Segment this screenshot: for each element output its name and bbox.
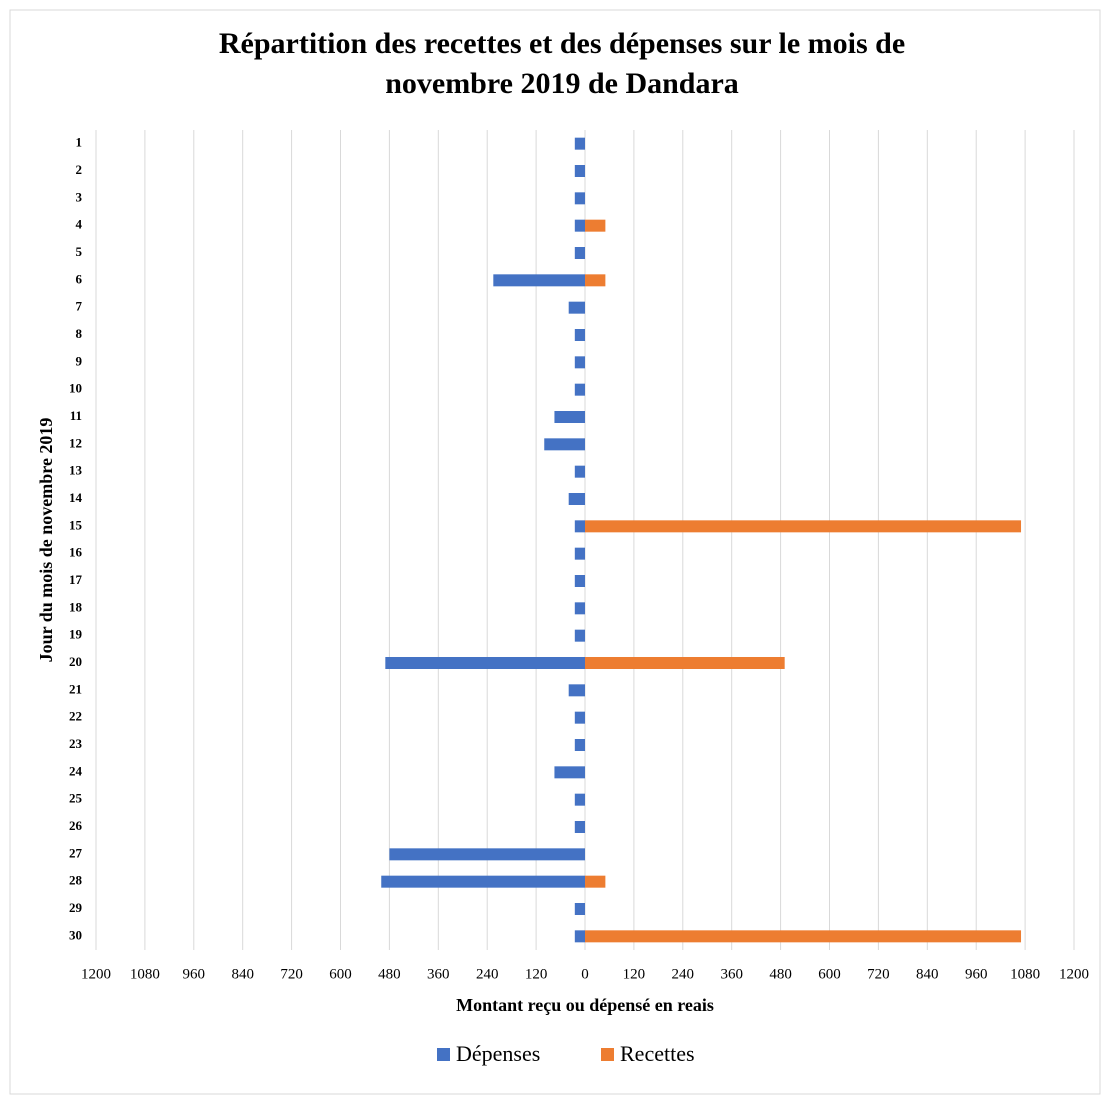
x-tick-label: 840 [916, 966, 939, 982]
bar [585, 219, 606, 232]
y-tick-label: 18 [69, 599, 83, 614]
x-tick-label: 360 [427, 966, 450, 982]
bar [554, 766, 585, 779]
x-axis-title: Montant reçu ou dépensé en reais [456, 995, 714, 1015]
y-tick-label: 3 [76, 189, 83, 204]
x-tick-label: 120 [623, 966, 646, 982]
y-tick-label: 4 [76, 217, 83, 232]
bar [574, 192, 585, 205]
bar [574, 247, 585, 259]
chart-title: Répartition des recettes et des dépenses… [219, 27, 905, 60]
chart-title: novembre 2019 de Dandara [385, 67, 739, 100]
bar [574, 219, 585, 232]
bar [554, 411, 585, 423]
bar [568, 684, 585, 697]
y-tick-label: 29 [69, 900, 83, 915]
y-tick-label: 23 [69, 736, 83, 751]
chart-border [9, 9, 1101, 1095]
x-tick-label: 240 [476, 966, 499, 982]
y-tick-label: 9 [76, 353, 83, 368]
y-tick-label: 27 [69, 845, 83, 860]
y-tick-label: 14 [69, 490, 83, 505]
y-tick-label: 8 [76, 326, 83, 341]
x-tick-label: 0 [581, 966, 589, 982]
legend-label: Dépenses [456, 1041, 540, 1066]
bar [574, 165, 585, 177]
y-tick-label: 16 [69, 545, 83, 560]
bar [585, 657, 785, 669]
x-tick-label: 720 [867, 966, 890, 982]
bar [585, 930, 1022, 943]
y-tick-label: 20 [69, 654, 82, 669]
x-tick-label: 480 [378, 966, 401, 982]
bar [574, 739, 585, 751]
x-tick-label: 1200 [81, 966, 111, 982]
y-tick-label: 2 [76, 162, 83, 177]
bar [574, 356, 585, 369]
x-tick-label: 360 [720, 966, 743, 982]
y-tick-label: 10 [69, 381, 82, 396]
x-tick-label: 480 [769, 966, 792, 982]
bar [574, 137, 585, 150]
bar [574, 793, 585, 806]
y-tick-label: 13 [69, 463, 83, 478]
bar [544, 438, 585, 451]
y-tick-label: 6 [76, 271, 83, 286]
x-tick-label: 1080 [1010, 966, 1040, 982]
bar [568, 301, 585, 314]
y-tick-label: 17 [69, 572, 83, 587]
bar [585, 520, 1022, 533]
x-tick-label: 240 [672, 966, 695, 982]
bar [574, 711, 585, 724]
legend-label: Recettes [620, 1041, 695, 1066]
y-tick-label: 5 [76, 244, 83, 259]
y-tick-label: 22 [69, 709, 82, 724]
y-tick-label: 24 [69, 763, 83, 778]
bar [574, 930, 585, 943]
x-tick-label: 960 [965, 966, 988, 982]
bar [574, 520, 585, 533]
bar [574, 465, 585, 478]
x-tick-label: 1080 [130, 966, 160, 982]
bar [493, 274, 585, 287]
y-axis-title: Jour du mois de novembre 2019 [36, 418, 56, 663]
bar [585, 274, 606, 287]
bar [574, 602, 585, 615]
y-tick-label: 26 [69, 818, 83, 833]
y-tick-label: 19 [69, 627, 83, 642]
x-tick-label: 600 [329, 966, 352, 982]
x-tick-label: 1200 [1059, 966, 1089, 982]
bar [385, 657, 585, 669]
bar [574, 383, 585, 396]
bar [574, 629, 585, 642]
legend-swatch [601, 1048, 614, 1061]
bar [381, 875, 585, 888]
bar [574, 329, 585, 341]
y-tick-label: 12 [69, 435, 82, 450]
bar [585, 875, 606, 888]
x-tick-label: 720 [280, 966, 303, 982]
y-tick-label: 11 [70, 408, 82, 423]
y-tick-label: 28 [69, 873, 83, 888]
y-tick-label: 1 [76, 135, 83, 150]
y-tick-label: 7 [76, 299, 83, 314]
bar [389, 848, 585, 861]
y-tick-label: 30 [69, 927, 82, 942]
legend-swatch [437, 1048, 450, 1061]
bar [574, 903, 585, 915]
bar [574, 575, 585, 587]
x-tick-label: 840 [231, 966, 254, 982]
y-tick-label: 25 [69, 791, 83, 806]
y-tick-label: 15 [69, 517, 83, 532]
bar [574, 821, 585, 833]
y-tick-label: 21 [69, 681, 82, 696]
bar [568, 493, 585, 505]
x-tick-label: 120 [525, 966, 548, 982]
bar [574, 547, 585, 560]
x-tick-label: 960 [183, 966, 206, 982]
x-tick-label: 600 [818, 966, 841, 982]
